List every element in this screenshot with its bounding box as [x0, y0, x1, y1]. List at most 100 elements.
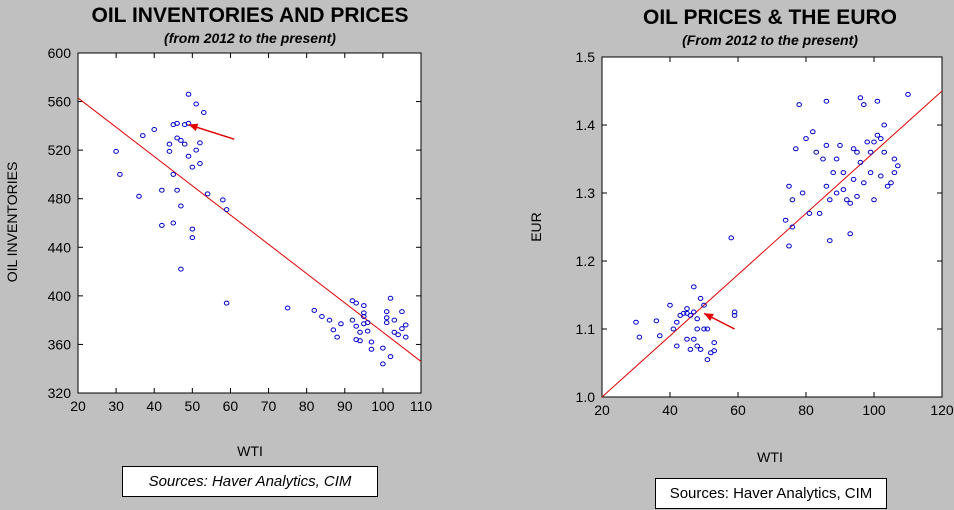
chart1-data-point: [136, 193, 142, 199]
chart2-data-point: [667, 302, 673, 308]
chart2-data-point: [691, 284, 697, 290]
chart2-data-point: [728, 235, 735, 241]
chart2-ytick-label: 1.2: [576, 253, 596, 269]
chart2-data-point: [691, 336, 697, 342]
chart1-data-point: [387, 295, 394, 301]
chart2-data-point: [891, 170, 898, 176]
chart2-data-point: [867, 170, 874, 176]
chart2-ytick-label: 1.3: [576, 185, 596, 201]
chart1-data-point: [166, 141, 173, 147]
chart2-data-point: [697, 346, 704, 352]
chart1-subtitle: (from 2012 to the present): [164, 30, 336, 46]
chart2-data-point: [704, 326, 711, 332]
chart1-data-point: [387, 354, 394, 360]
chart1-xlabel: WTI: [237, 443, 263, 459]
chart2-data-point: [796, 102, 803, 108]
chart2-ylabel: EUR: [528, 212, 544, 242]
chart2-data-point: [854, 193, 860, 199]
chart2-data-point: [782, 217, 789, 223]
chart1-data-point: [380, 361, 386, 367]
chart2-xtick-label: 120: [930, 402, 954, 418]
chart2-data-point: [793, 146, 799, 152]
chart2-data-point: [694, 343, 701, 349]
chart1-ylabel: OIL INVENTORIES: [4, 162, 20, 283]
chart1-ytick-label: 320: [48, 385, 72, 401]
chart2-data-point: [731, 312, 738, 318]
chart2-data-point: [711, 348, 718, 354]
chart2-title: OIL PRICES & THE EURO: [643, 6, 897, 29]
chart1-data-point: [349, 298, 356, 304]
chart1-plot-area: [77, 52, 422, 394]
chart2-data-point: [806, 210, 813, 216]
chart2-data-point: [813, 149, 820, 155]
chart2-plot-area: [601, 56, 943, 398]
chart1-ytick-label: 440: [48, 239, 72, 255]
chart1-data-point: [181, 141, 188, 147]
chart1-data-point: [399, 309, 405, 315]
chart1-data-point: [361, 310, 367, 316]
chart1-ytick-label: 560: [48, 94, 72, 110]
chart2-data-point: [653, 318, 660, 324]
chart2-data-point: [799, 190, 806, 196]
chart1-data-point: [174, 120, 180, 126]
chart2-data-point: [704, 357, 711, 363]
chart2-data-point: [687, 346, 694, 352]
chart2-xtick-label: 60: [730, 402, 746, 418]
chart1-data-point: [402, 322, 409, 328]
chart2-data-point: [691, 309, 697, 315]
chart1-data-point: [200, 110, 207, 115]
chart1-data-point: [380, 345, 386, 351]
chart1-data-point: [353, 323, 360, 329]
chart1-data-point: [330, 327, 337, 333]
chart2-data-point: [850, 146, 857, 152]
chart2-data-point: [861, 102, 867, 108]
chart1-data-point: [197, 140, 203, 146]
chart1-xtick-label: 60: [223, 398, 239, 414]
chart1-data-point: [185, 91, 192, 97]
chart1-data-point: [338, 321, 344, 327]
chart2-data-point: [684, 306, 690, 312]
inventories-chart: OIL INVENTORIES AND PRICES (from 2012 to…: [4, 4, 432, 459]
chart1-data-point: [159, 222, 165, 228]
chart1-ytick-label: 520: [48, 142, 72, 158]
chart2-data-point: [684, 336, 690, 342]
chart1-xtick-label: 30: [108, 398, 124, 414]
chart2-data-point: [731, 309, 738, 315]
chart1-data-point: [399, 326, 405, 332]
chart1-data-point: [113, 148, 119, 154]
chart2-data-point: [847, 231, 854, 237]
chart2-data-point: [833, 190, 840, 196]
chart2-ytick-label: 1.5: [576, 49, 596, 65]
chart2-data-point: [786, 183, 792, 189]
chart1-xtick-label: 40: [146, 398, 162, 414]
chart1-data-point: [334, 334, 340, 340]
chart2-data-point: [905, 91, 911, 97]
chart2-data-point: [874, 98, 881, 104]
chart2-xlabel: WTI: [757, 449, 783, 465]
chart2-data-point: [633, 319, 639, 325]
chart1-data-point: [185, 153, 192, 159]
chart1-ytick-label: 400: [48, 288, 72, 304]
chart2-data-point: [674, 319, 680, 325]
chart2-data-point: [881, 122, 888, 128]
chart1-data-point: [357, 329, 363, 335]
chart1-data-point: [174, 187, 180, 193]
chart2-data-point: [816, 210, 823, 216]
chart2-data-point: [840, 170, 847, 176]
chart2-data-point: [884, 183, 891, 189]
chart1-data-point: [368, 346, 375, 352]
chart2-data-point: [820, 156, 826, 162]
chart1-data-point: [326, 317, 333, 323]
chart2-data-point: [657, 333, 663, 339]
chart1-data-point: [357, 338, 363, 344]
chart2-data-point: [871, 139, 877, 145]
chart1-data-point: [223, 300, 230, 306]
chart1-data-point: [170, 171, 177, 177]
chart2-data-point: [830, 170, 837, 176]
chart1-source-box: Sources: Haver Analytics, CIM: [122, 466, 378, 497]
chart2-data-point: [837, 142, 843, 148]
chart2-data-point: [888, 180, 894, 186]
chart1-data-point: [391, 329, 398, 335]
